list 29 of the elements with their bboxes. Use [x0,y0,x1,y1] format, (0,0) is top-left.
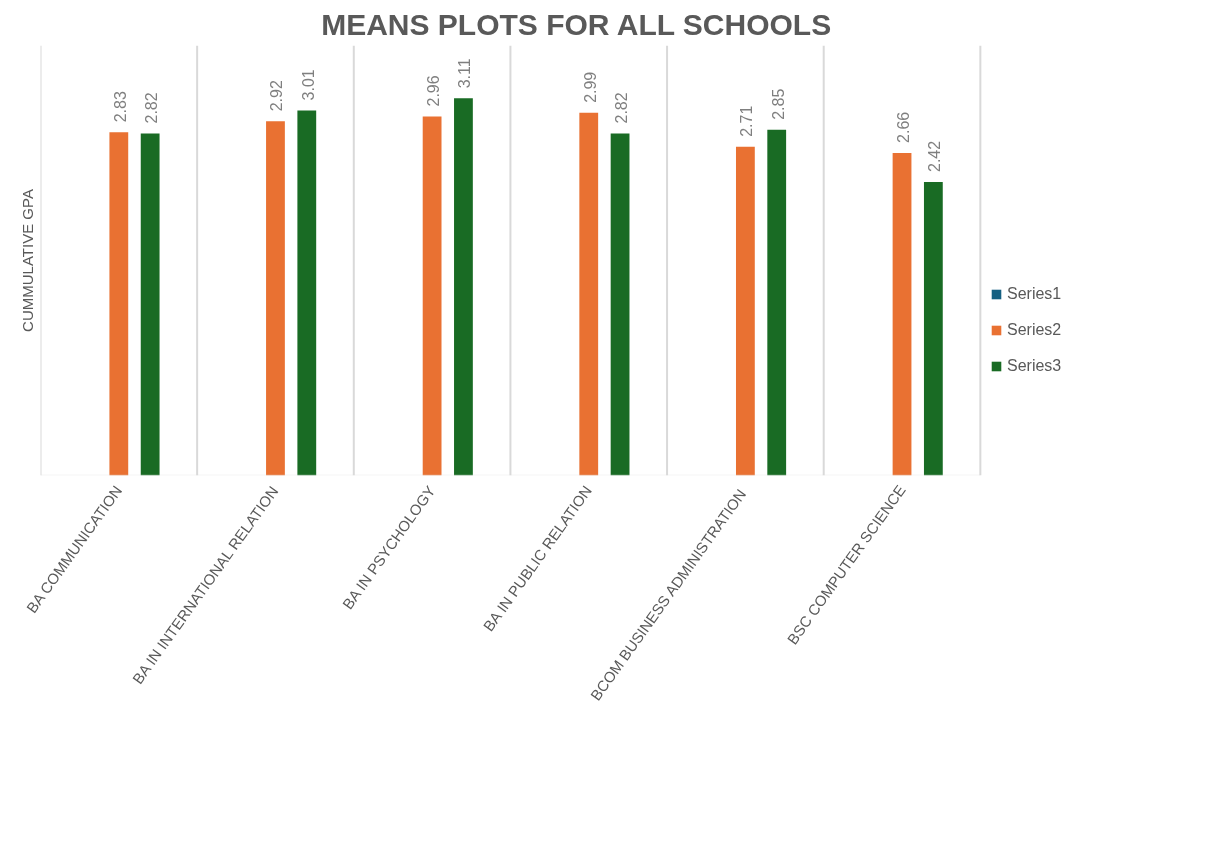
bar [266,121,285,476]
bar [923,181,943,476]
data-label: 2.99 [581,71,599,103]
bar [140,133,160,476]
data-label: 2.85 [769,88,787,120]
bar [610,133,630,476]
data-label: 3.11 [456,58,474,89]
data-label: 2.83 [111,91,129,123]
data-label: 2.71 [738,105,756,137]
y-axis-title: CUMMULATIVE GPA [18,189,36,332]
data-label: 2.96 [425,75,443,107]
bar [422,116,442,476]
bar [297,110,317,476]
data-label: 2.82 [613,92,631,124]
data-label: 2.66 [895,111,913,143]
data-label: 2.82 [143,92,161,124]
legend-label: Series2 [1007,321,1062,339]
bar [454,98,473,476]
bar [735,146,755,476]
bar [767,129,787,476]
legend-label: Series3 [1007,357,1062,375]
legend-label: Series1 [1007,285,1062,303]
bar [579,112,599,476]
data-label: 2.92 [268,80,286,112]
bar [892,152,912,476]
bar [109,132,129,476]
data-label: 3.01 [299,69,317,101]
data-label: 2.42 [926,140,944,172]
chart-title: MEANS PLOTS FOR ALL SCHOOLS [321,7,832,41]
